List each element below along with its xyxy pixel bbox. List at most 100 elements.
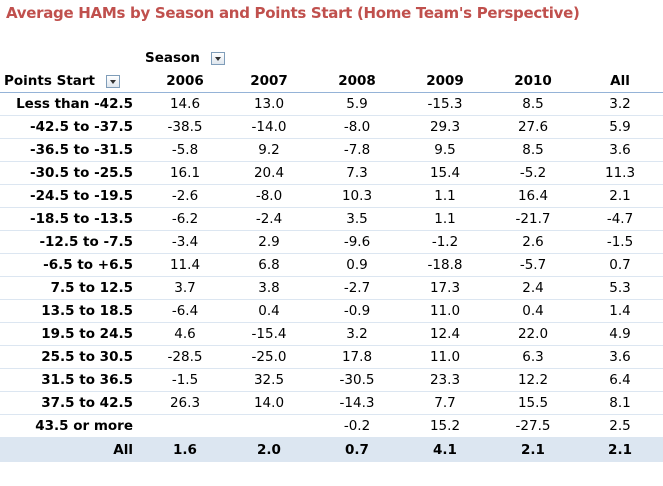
- value-cell: 8.5: [489, 138, 577, 162]
- value-cell: 1.4: [577, 299, 663, 323]
- value-cell: 16.1: [145, 161, 225, 185]
- value-cell: -1.5: [145, 368, 225, 392]
- value-cell: -21.7: [489, 207, 577, 231]
- value-cell: 11.0: [401, 299, 489, 323]
- value-cell: 17.8: [313, 345, 401, 369]
- value-cell: -5.2: [489, 161, 577, 185]
- value-cell: 22.0: [489, 322, 577, 346]
- value-cell: 32.5: [225, 368, 313, 392]
- value-cell: 6.4: [577, 368, 663, 392]
- value-cell: 11.4: [145, 253, 225, 277]
- row-label: Less than -42.5: [0, 92, 145, 116]
- value-cell: 5.9: [577, 115, 663, 139]
- table-row: 25.5 to 30.5 -28.5 -25.0 17.8 11.0 6.3 3.6: [0, 345, 663, 369]
- points-start-field-label: Points Start: [4, 73, 95, 89]
- value-cell: 3.6: [577, 138, 663, 162]
- season-filter-dropdown-icon[interactable]: [210, 51, 225, 65]
- value-cell: 14.0: [225, 391, 313, 415]
- value-cell: 17.3: [401, 276, 489, 300]
- value-cell: -1.2: [401, 230, 489, 254]
- value-cell: 16.4: [489, 184, 577, 208]
- value-cell: -5.7: [489, 253, 577, 277]
- value-cell: -18.8: [401, 253, 489, 277]
- row-label: 25.5 to 30.5: [0, 345, 145, 369]
- season-field-label: Season: [145, 50, 200, 66]
- value-cell: 1.1: [401, 184, 489, 208]
- value-cell: 2.9: [225, 230, 313, 254]
- value-cell: 9.5: [401, 138, 489, 162]
- value-cell: -3.4: [145, 230, 225, 254]
- pivot-title: Average HAMs by Season and Points Start …: [6, 4, 580, 22]
- row-label: 31.5 to 36.5: [0, 368, 145, 392]
- value-cell: -9.6: [313, 230, 401, 254]
- value-cell: -27.5: [489, 414, 577, 438]
- table-row: Less than -42.5 14.6 13.0 5.9 -15.3 8.5 3.2: [0, 92, 663, 116]
- value-cell: 9.2: [225, 138, 313, 162]
- value-cell: 2.1: [577, 437, 663, 462]
- value-cell: 8.1: [577, 391, 663, 415]
- value-cell: -1.5: [577, 230, 663, 254]
- row-label: -12.5 to -7.5: [0, 230, 145, 254]
- value-cell: -28.5: [145, 345, 225, 369]
- value-cell: 0.7: [313, 437, 401, 462]
- row-label: 37.5 to 42.5: [0, 391, 145, 415]
- value-cell: -15.4: [225, 322, 313, 346]
- row-label: -36.5 to -31.5: [0, 138, 145, 162]
- points-start-filter-dropdown-icon[interactable]: [105, 74, 120, 88]
- value-cell: -8.0: [313, 115, 401, 139]
- value-cell: 11.0: [401, 345, 489, 369]
- value-cell: 12.2: [489, 368, 577, 392]
- value-cell: 5.9: [313, 92, 401, 116]
- value-cell: -2.7: [313, 276, 401, 300]
- value-cell: 0.4: [225, 299, 313, 323]
- value-cell: 2.1: [489, 437, 577, 462]
- value-cell: 15.2: [401, 414, 489, 438]
- row-label: All: [0, 437, 145, 462]
- value-cell: 0.4: [489, 299, 577, 323]
- value-cell: 7.3: [313, 161, 401, 185]
- value-cell: 26.3: [145, 391, 225, 415]
- value-cell: -14.0: [225, 115, 313, 139]
- value-cell: 1.1: [401, 207, 489, 231]
- table-row: -6.5 to +6.5 11.4 6.8 0.9 -18.8 -5.7 0.7: [0, 253, 663, 277]
- value-cell: 2.1: [577, 184, 663, 208]
- value-cell: 12.4: [401, 322, 489, 346]
- table-row: 31.5 to 36.5 -1.5 32.5 -30.5 23.3 12.2 6.4: [0, 368, 663, 392]
- value-cell: 29.3: [401, 115, 489, 139]
- value-cell: -4.7: [577, 207, 663, 231]
- table-row: -18.5 to -13.5 -6.2 -2.4 3.5 1.1 -21.7 -4.7: [0, 207, 663, 231]
- value-cell: 14.6: [145, 92, 225, 116]
- row-label: -42.5 to -37.5: [0, 115, 145, 139]
- row-label: 43.5 or more: [0, 414, 145, 438]
- row-label: -6.5 to +6.5: [0, 253, 145, 277]
- value-cell: 3.2: [577, 92, 663, 116]
- value-cell: -6.2: [145, 207, 225, 231]
- column-header-2007: 2007: [225, 70, 313, 93]
- value-cell: 3.2: [313, 322, 401, 346]
- table-row: 43.5 or more -0.2 15.2 -27.5 2.5: [0, 414, 663, 438]
- value-cell: 6.8: [225, 253, 313, 277]
- table-row: 13.5 to 18.5 -6.4 0.4 -0.9 11.0 0.4 1.4: [0, 299, 663, 323]
- value-cell: 0.7: [577, 253, 663, 277]
- column-header-2008: 2008: [313, 70, 401, 93]
- value-cell: -6.4: [145, 299, 225, 323]
- column-header-2009: 2009: [401, 70, 489, 93]
- value-cell: 2.5: [577, 414, 663, 438]
- value-cell: 3.6: [577, 345, 663, 369]
- table-row: -36.5 to -31.5 -5.8 9.2 -7.8 9.5 8.5 3.6: [0, 138, 663, 162]
- row-label: 7.5 to 12.5: [0, 276, 145, 300]
- pivot-table: Season Points Start 2006 2007 2008 2009 …: [0, 46, 663, 462]
- value-cell: 3.8: [225, 276, 313, 300]
- value-cell: 23.3: [401, 368, 489, 392]
- table-row: 37.5 to 42.5 26.3 14.0 -14.3 7.7 15.5 8.1: [0, 391, 663, 415]
- table-row: -42.5 to -37.5 -38.5 -14.0 -8.0 29.3 27.6 5.9: [0, 115, 663, 139]
- table-row: 19.5 to 24.5 4.6 -15.4 3.2 12.4 22.0 4.9: [0, 322, 663, 346]
- value-cell: -38.5: [145, 115, 225, 139]
- value-cell: 15.5: [489, 391, 577, 415]
- value-cell: 4.6: [145, 322, 225, 346]
- value-cell: -0.9: [313, 299, 401, 323]
- value-cell: 7.7: [401, 391, 489, 415]
- value-cell: -15.3: [401, 92, 489, 116]
- column-header-2006: 2006: [145, 70, 225, 93]
- value-cell: -25.0: [225, 345, 313, 369]
